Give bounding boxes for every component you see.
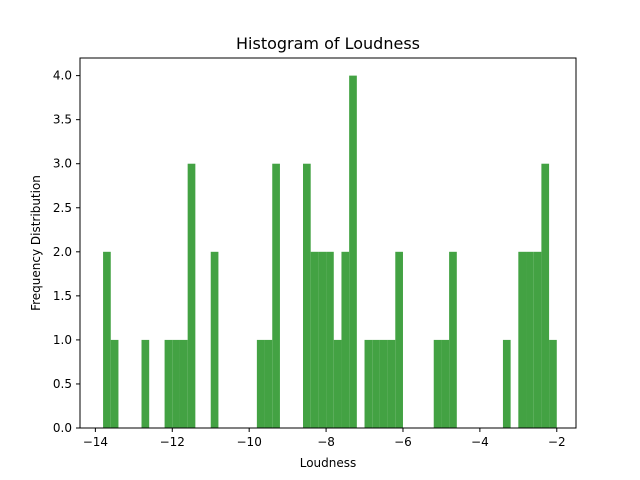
histogram-bar [103, 251, 111, 428]
x-tick-label: −10 [237, 435, 262, 449]
histogram-bar [187, 163, 196, 428]
histogram-bar [326, 251, 334, 428]
y-tick-label: 3.0 [53, 157, 72, 171]
y-tick-label: 2.0 [53, 245, 72, 259]
histogram-bar [379, 339, 388, 428]
histogram-bar [141, 339, 150, 428]
y-axis-ticks: 0.0 0.5 1.0 1.5 2.0 2.5 3.0 3.5 4.0 [53, 69, 80, 435]
chart-title: Histogram of Loudness [236, 34, 420, 53]
histogram-bar [533, 251, 542, 428]
y-tick-label: 2.5 [53, 201, 72, 215]
x-tick-label: −4 [471, 435, 489, 449]
y-tick-label: 3.5 [53, 113, 72, 127]
histogram-bar [502, 339, 511, 428]
y-tick-label: 1.0 [53, 333, 72, 347]
histogram-bar [518, 251, 527, 428]
histogram-bar [541, 163, 550, 428]
histogram-bar [172, 339, 180, 428]
x-tick-label: −14 [83, 435, 108, 449]
histogram-bar [387, 339, 396, 428]
histogram-bar [179, 339, 188, 428]
histogram-bar [549, 339, 557, 428]
histogram-bar [526, 251, 534, 428]
histogram-bar [210, 251, 219, 428]
histogram-bar [333, 339, 342, 428]
y-tick-label: 1.5 [53, 289, 72, 303]
x-tick-label: −2 [548, 435, 566, 449]
histogram-bar [441, 339, 450, 428]
x-tick-label: −8 [317, 435, 335, 449]
histogram-bar [349, 75, 357, 428]
histogram-bar [272, 163, 280, 428]
x-axis-ticks: −14 −12 −10 −8 −6 −4 −2 [83, 428, 566, 449]
histogram-bar [303, 163, 311, 428]
histogram-bar [433, 339, 442, 428]
x-axis-label: Loudness [300, 456, 357, 470]
histogram-bar [364, 339, 373, 428]
histogram-bar [110, 339, 119, 428]
plot-frame [79, 57, 577, 429]
histogram-bar [256, 339, 265, 428]
histogram-bar [164, 339, 173, 428]
histogram-bar [318, 251, 327, 428]
histogram-bar [341, 251, 350, 428]
bars-group [103, 75, 557, 428]
histogram-bar [395, 251, 403, 428]
x-tick-label: −6 [394, 435, 412, 449]
y-tick-label: 0.0 [53, 421, 72, 435]
y-tick-label: 4.0 [53, 69, 72, 83]
y-tick-label: 0.5 [53, 377, 72, 391]
histogram-bar [264, 339, 273, 428]
histogram-bar [372, 339, 380, 428]
histogram-bar [310, 251, 319, 428]
y-axis-label: Frequency Distribution [29, 175, 43, 311]
histogram-bar [449, 251, 457, 428]
x-tick-label: −12 [160, 435, 185, 449]
